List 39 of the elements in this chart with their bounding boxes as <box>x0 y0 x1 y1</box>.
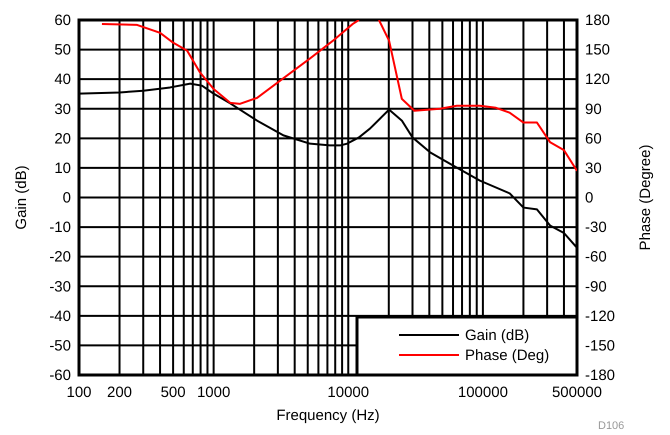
y-tick-label: -40 <box>49 308 71 325</box>
x-tick-label: 100000 <box>458 384 508 401</box>
x-tick-label: 200 <box>107 384 132 401</box>
x-tick-label: 500 <box>160 384 186 401</box>
x-tick-label: 10000 <box>327 384 370 401</box>
y2-tick-label: 30 <box>585 160 602 177</box>
y2-tick-label: -60 <box>585 248 607 266</box>
y2-tick-label: -90 <box>585 278 607 296</box>
y2-tick-label: 60 <box>585 130 602 148</box>
y-tick-label: 40 <box>54 71 71 88</box>
x-tick-label: 500000 <box>552 384 602 401</box>
y2-tick-label: -120 <box>585 308 616 325</box>
y2-tick-label: 150 <box>585 42 610 59</box>
y-tick-label: -30 <box>49 278 71 296</box>
legend-label: Phase (Deg) <box>465 347 550 364</box>
y-tick-label: -50 <box>49 337 71 354</box>
y-tick-label: 0 <box>62 190 71 206</box>
y2-axis-title: Phase (Degree) <box>637 144 654 250</box>
y-tick-label: 30 <box>54 100 71 118</box>
y2-tick-label: -150 <box>585 337 616 354</box>
x-axis-title: Frequency (Hz) <box>276 407 380 424</box>
y2-tick-label: 120 <box>585 71 610 88</box>
y-tick-label: -10 <box>49 219 71 236</box>
text: D106 <box>598 420 624 432</box>
y2-tick-label: 180 <box>585 12 610 29</box>
y-tick-label: 50 <box>54 42 71 59</box>
legend-label: Gain (dB) <box>465 327 530 344</box>
y-tick-label: 20 <box>54 130 71 148</box>
y2-tick-label: -180 <box>585 367 616 384</box>
y-tick-label: 10 <box>54 160 71 177</box>
y2-tick-label: 90 <box>585 100 602 118</box>
y-axis-title: Gain (dB) <box>13 165 30 230</box>
y-tick-label: -60 <box>49 367 71 384</box>
y-tick-label: -20 <box>49 248 71 266</box>
y2-tick-label: 0 <box>585 190 594 206</box>
x-tick-label: 100 <box>66 384 92 401</box>
y2-tick-label: -30 <box>585 219 607 236</box>
y-tick-label: 60 <box>54 12 71 29</box>
x-tick-label: 1000 <box>196 384 230 401</box>
